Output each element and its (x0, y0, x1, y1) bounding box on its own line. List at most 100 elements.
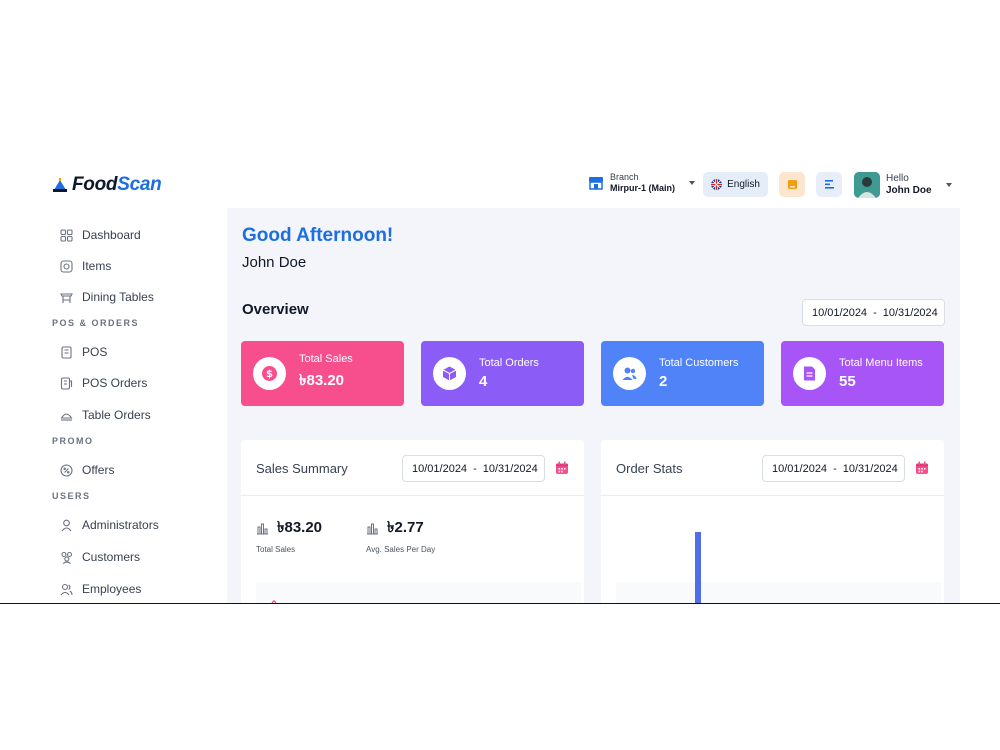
stat-text: Total Orders 4 (479, 357, 539, 390)
uk-flag-icon (711, 179, 723, 190)
stat-card-total-menu-items[interactable]: Total Menu Items 55 (781, 341, 944, 406)
stat-icon-wrap (613, 357, 646, 390)
sidebar-item-administrators[interactable]: Administrators (60, 516, 159, 534)
order-stats-bars (695, 582, 701, 603)
stat-text: Total Menu Items 55 (839, 357, 923, 390)
order-stats-bar (695, 582, 701, 603)
logo-icon (53, 178, 67, 192)
stat-title: Total Orders (479, 357, 539, 369)
sidebar-item-label: POS (82, 345, 108, 359)
align-left-icon (824, 180, 834, 189)
sidebar-item-label: Administrators (82, 518, 159, 532)
stat-text: Total Sales ৳83.20 (299, 353, 353, 394)
chevron-down-icon (945, 183, 952, 187)
grid-icon (60, 228, 73, 242)
sales-chart (256, 582, 581, 603)
items-icon (60, 259, 73, 273)
date-separator: - (833, 462, 837, 475)
stat-title: Total Menu Items (839, 357, 923, 369)
customers-icon (61, 551, 73, 564)
date-separator: - (873, 306, 877, 319)
sales-date-range-input[interactable]: 10/01/2024 - 10/31/2024 (402, 455, 545, 482)
menu-toggle-button[interactable] (816, 172, 842, 197)
user-avatar-icon (854, 172, 880, 198)
sales-chart-line (271, 600, 277, 603)
table-orders-icon (60, 412, 73, 421)
sidebar-item-label: Offers (82, 463, 115, 477)
stat-card-total-customers[interactable]: Total Customers 2 (601, 341, 764, 406)
store-icon (589, 177, 603, 190)
stat-value: 4 (479, 373, 488, 390)
menu-doc-icon (804, 366, 815, 381)
panel-title: Order Stats (616, 461, 683, 476)
metric-value: ৳83.20 (277, 519, 323, 536)
sidebar-item-pos-orders[interactable]: POS Orders (60, 374, 147, 392)
calendar-icon[interactable] (915, 461, 929, 475)
stat-value: ৳83.20 (299, 372, 345, 389)
language-label: English (727, 179, 760, 190)
stat-value: 55 (839, 373, 856, 390)
branch-selector[interactable]: Branch Mirpur-1 (Main) (588, 172, 695, 194)
stat-icon-wrap (433, 357, 466, 390)
pos-icon (787, 180, 797, 189)
branch-text: Branch Mirpur-1 (Main) (610, 172, 675, 194)
branch-label: Branch (610, 172, 639, 182)
sidebar-item-employees[interactable]: Employees (60, 580, 141, 598)
pos-shortcut-button[interactable] (779, 172, 805, 197)
stat-icon-wrap: $ (253, 357, 286, 390)
date-separator: - (473, 462, 477, 475)
language-button[interactable]: English (703, 172, 768, 197)
sidebar-item-items[interactable]: Items (60, 257, 111, 275)
calendar-icon[interactable] (555, 461, 569, 475)
sidebar-item-label: Dashboard (82, 228, 141, 242)
sales-summary-panel: Sales Summary 10/01/2024 - 10/31/2024 (241, 440, 584, 603)
overview-date-range-input[interactable]: 10/01/2024 - 10/31/2024 (802, 299, 945, 326)
section-title-pos-orders: POS & ORDERS (52, 318, 140, 328)
overview-title: Overview (242, 301, 309, 318)
pos-orders-icon (60, 376, 73, 390)
employees-icon (60, 583, 73, 595)
sidebar-item-dashboard[interactable]: Dashboard (60, 226, 141, 244)
sidebar-item-customers[interactable]: Customers (60, 548, 140, 566)
sidebar-item-label: Dining Tables (82, 290, 154, 304)
stat-card-total-orders[interactable]: Total Orders 4 (421, 341, 584, 406)
sidebar-item-dining-tables[interactable]: Dining Tables (60, 288, 154, 306)
date-end: 10/31/2024 (842, 462, 898, 475)
branch-value: Mirpur-1 (Main) (610, 183, 675, 193)
stat-icon-wrap (793, 357, 826, 390)
greeting-heading: Good Afternoon! (242, 225, 394, 246)
metric-row: ৳2.77 (366, 516, 435, 541)
pos-icon (61, 345, 72, 359)
metric-label: Total Sales (256, 545, 296, 554)
sidebar-item-pos[interactable]: POS (60, 343, 107, 361)
user-text: Hello John Doe (886, 173, 932, 197)
panel-title: Sales Summary (256, 461, 348, 476)
order-stats-bar (695, 532, 701, 582)
admin-icon (61, 519, 72, 531)
metric-row: ৳83.20 (256, 516, 322, 541)
sidebar-item-label: Items (82, 259, 112, 273)
metric-label: Avg. Sales Per Day (366, 545, 436, 554)
box-icon (442, 366, 457, 381)
sidebar-item-table-orders[interactable]: Table Orders (60, 406, 151, 424)
date-start: 10/01/2024 (412, 462, 468, 475)
sidebar-item-offers[interactable]: Offers (60, 461, 114, 479)
stat-text: Total Customers 2 (659, 357, 738, 390)
user-menu[interactable]: Hello John Doe (854, 172, 952, 198)
stat-card-total-sales[interactable]: $ Total Sales ৳83.20 (241, 341, 404, 406)
bottom-divider (0, 603, 1000, 604)
user-greeting: Hello (886, 173, 909, 184)
section-title-promo: PROMO (52, 436, 94, 446)
dollar-icon: $ (262, 366, 277, 381)
chevron-down-icon (689, 181, 695, 185)
top-header: FoodScan Branch Mirpur-1 (Main) English (40, 162, 960, 208)
sidebar: Dashboard Items Dining Tables POS & ORDE… (40, 208, 227, 603)
stat-title: Total Customers (659, 357, 739, 369)
date-end: 10/31/2024 (882, 306, 938, 319)
brand-logo[interactable]: FoodScan (52, 174, 162, 196)
stat-value: 2 (659, 373, 668, 390)
order-stats-chart (616, 582, 941, 603)
order-stats-date-range-input[interactable]: 10/01/2024 - 10/31/2024 (762, 455, 905, 482)
date-start: 10/01/2024 (812, 306, 868, 319)
